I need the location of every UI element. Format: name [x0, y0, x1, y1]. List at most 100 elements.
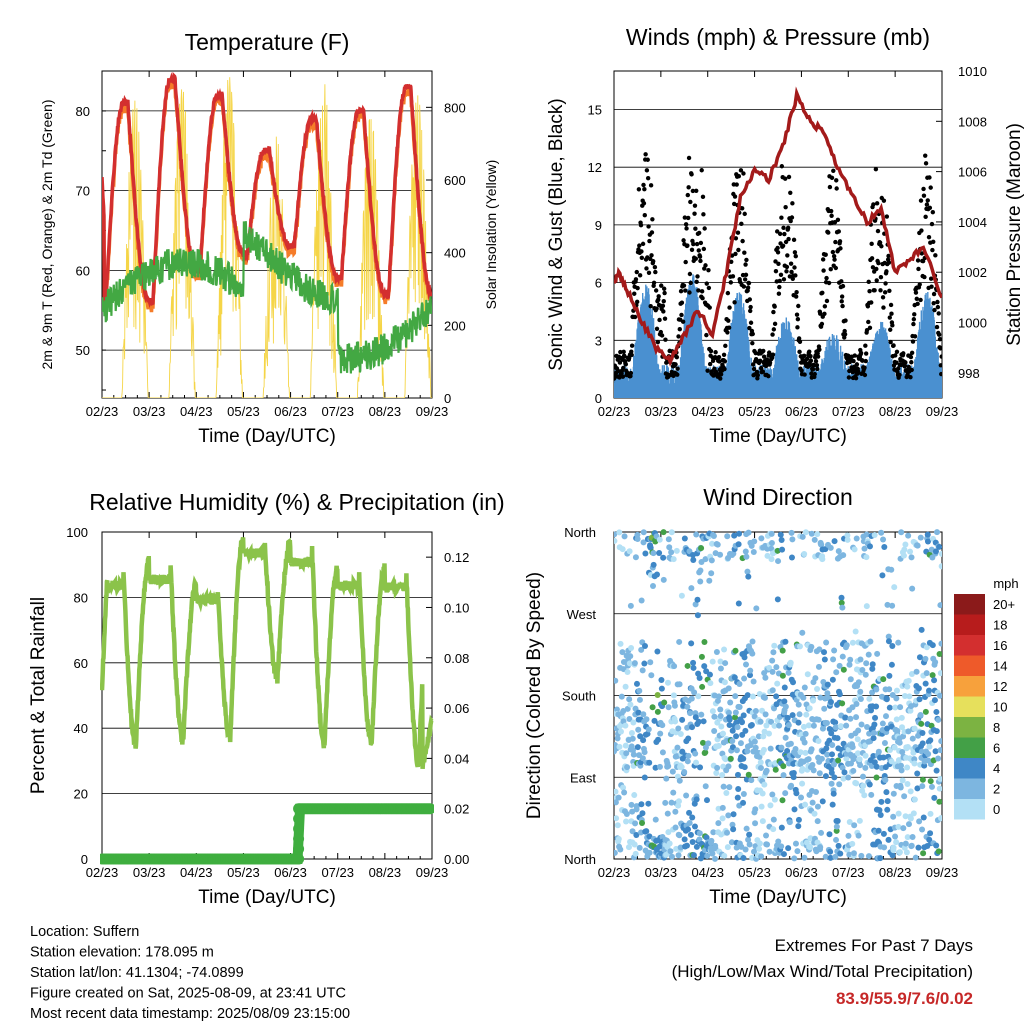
direction-point	[877, 855, 884, 862]
direction-point	[717, 713, 724, 720]
direction-point	[614, 537, 618, 544]
gust-point	[840, 303, 845, 309]
x-axis-label: Time (Day/UTC)	[709, 426, 847, 447]
direction-point	[656, 549, 663, 556]
gust-point	[888, 327, 893, 332]
gust-point	[649, 253, 654, 258]
direction-point	[867, 638, 874, 645]
direction-point	[893, 687, 900, 694]
direction-point	[907, 815, 914, 822]
gust-point	[718, 376, 723, 381]
direction-point	[755, 733, 762, 740]
direction-point	[891, 744, 898, 751]
direction-point	[816, 646, 823, 653]
direction-point	[847, 656, 854, 663]
direction-point	[768, 556, 775, 563]
x-tick-label: 06/23	[785, 865, 818, 880]
direction-point	[704, 852, 711, 859]
direction-point	[890, 790, 897, 797]
x-tick-label: 08/23	[879, 865, 912, 880]
direction-point	[735, 786, 742, 793]
direction-point	[862, 752, 869, 759]
direction-point	[696, 675, 703, 682]
direction-point	[832, 724, 839, 731]
direction-point	[935, 716, 942, 723]
direction-point	[833, 669, 840, 676]
gust-point	[691, 241, 696, 247]
gust-point	[743, 272, 749, 278]
direction-point	[647, 544, 654, 551]
gust-point	[772, 321, 778, 327]
direction-point	[691, 689, 698, 696]
direction-point	[862, 764, 869, 771]
gust-point	[807, 362, 813, 368]
temp-2m-line	[102, 71, 432, 309]
gust-point	[910, 339, 916, 344]
gust-point	[688, 280, 693, 286]
x-tick-label: 03/23	[133, 865, 166, 880]
direction-point	[782, 638, 789, 645]
direction-point	[857, 695, 864, 702]
direction-point	[766, 664, 773, 671]
gust-point	[693, 226, 698, 231]
gust-point	[909, 360, 914, 365]
gust-point	[657, 317, 662, 323]
direction-point	[741, 654, 748, 661]
direction-point	[674, 744, 681, 751]
legend-label: 2	[993, 782, 1000, 797]
direction-point	[781, 698, 788, 705]
gust-point	[701, 246, 707, 252]
direction-point	[871, 759, 878, 766]
direction-point	[689, 724, 696, 731]
direction-point	[708, 570, 715, 577]
direction-point	[936, 798, 942, 805]
direction-point	[721, 646, 728, 653]
direction-point	[729, 821, 736, 828]
direction-point	[810, 697, 817, 704]
gust-point	[804, 356, 810, 362]
gust-point	[618, 349, 623, 355]
gust-point	[675, 372, 680, 377]
legend-label: 8	[993, 720, 1000, 735]
direction-point	[760, 746, 767, 753]
direction-point	[835, 757, 842, 764]
direction-point	[688, 695, 695, 702]
direction-point	[651, 717, 658, 724]
direction-point	[937, 602, 942, 609]
x-tick-label: 07/23	[321, 404, 354, 419]
direction-point	[728, 839, 735, 846]
direction-point	[615, 836, 622, 843]
gust-point	[913, 290, 919, 295]
direction-point	[635, 709, 642, 716]
gust-point	[744, 257, 749, 263]
direction-point	[646, 759, 653, 766]
direction-point	[815, 737, 822, 744]
direction-point	[627, 653, 634, 660]
gust-point	[675, 366, 680, 371]
gust-point	[908, 354, 914, 360]
gust-point	[727, 305, 732, 310]
direction-point	[917, 534, 924, 541]
direction-point	[933, 708, 940, 715]
direction-point	[824, 751, 831, 758]
y2-tick-label: 0	[444, 391, 451, 406]
direction-point	[709, 658, 716, 665]
direction-point	[829, 676, 836, 683]
precip-point	[293, 843, 305, 855]
direction-point	[621, 533, 628, 540]
gust-point	[688, 199, 693, 205]
gust-point	[881, 305, 886, 310]
direction-point	[614, 706, 620, 713]
direction-point	[889, 642, 896, 649]
gust-point	[923, 153, 928, 158]
direction-point	[656, 763, 663, 770]
sonic-wind-trace	[614, 274, 942, 398]
direction-point	[937, 747, 942, 754]
direction-point	[774, 596, 781, 603]
direction-point	[639, 667, 646, 674]
gust-point	[652, 264, 658, 270]
direction-point	[685, 735, 692, 742]
direction-point	[889, 852, 896, 859]
y2-tick-label: 998	[958, 366, 980, 381]
gust-point	[649, 230, 655, 235]
